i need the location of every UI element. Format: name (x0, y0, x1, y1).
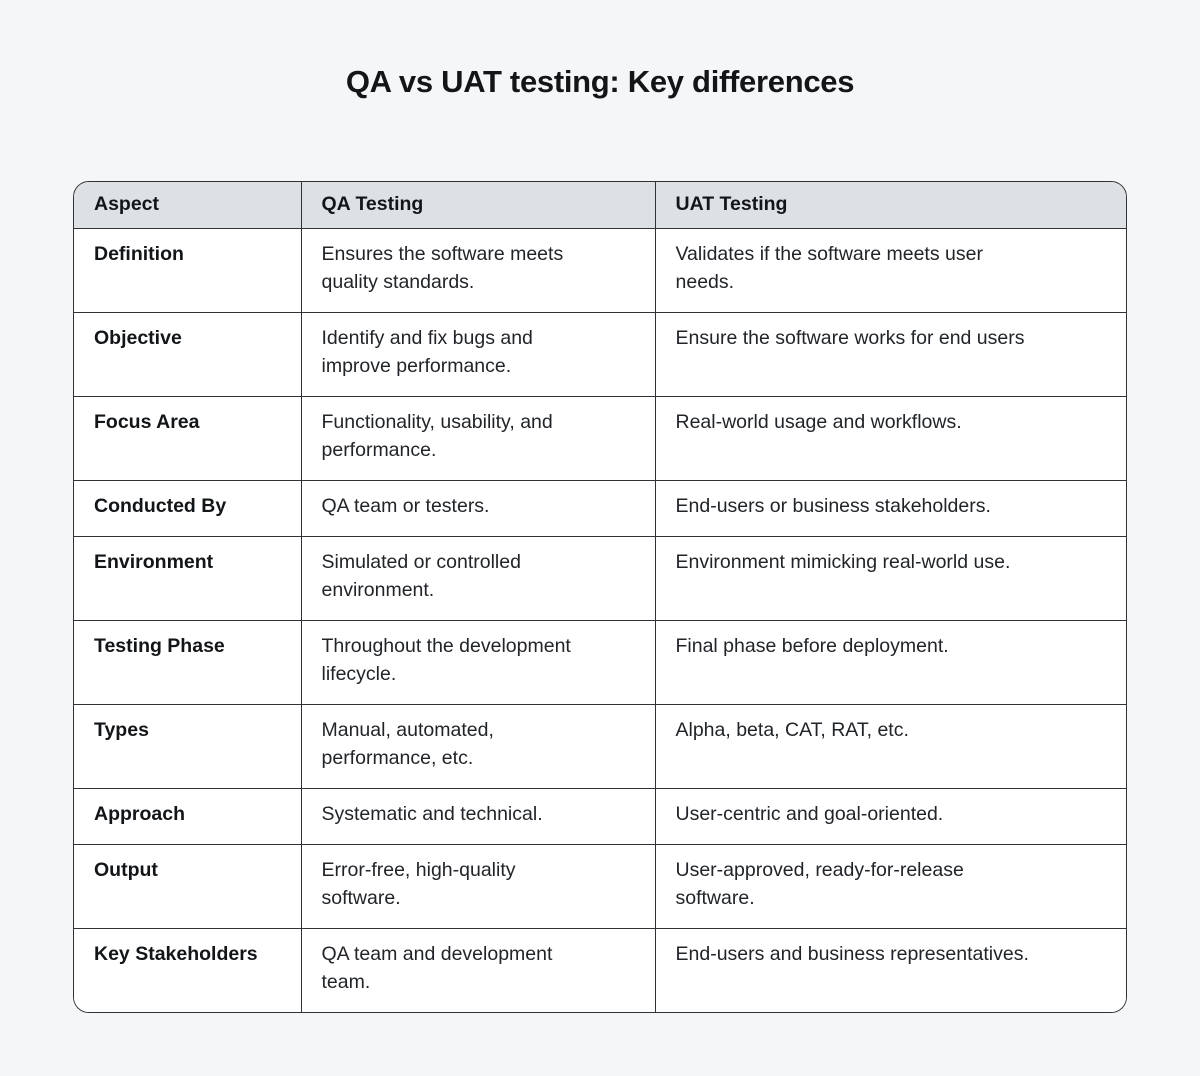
aspect-cell: Approach (74, 788, 301, 845)
qa-cell: Systematic and technical. (300, 788, 655, 845)
qa-cell: Manual, automated, performance, etc. (300, 704, 655, 789)
uat-cell: End-users and business representatives. (654, 928, 1126, 1012)
qa-cell: Functionality, usability, and performanc… (300, 396, 655, 481)
qa-cell: QA team or testers. (300, 480, 655, 537)
uat-cell: End-users or business stakeholders. (654, 480, 1126, 537)
table-row-output: Output Error-free, high-quality software… (74, 844, 1126, 929)
qa-cell: Ensures the software meets quality stand… (300, 228, 655, 313)
uat-cell: Real-world usage and workflows. (654, 396, 1126, 481)
uat-cell: Alpha, beta, CAT, RAT, etc. (654, 704, 1126, 789)
table-row-approach: Approach Systematic and technical. User-… (74, 788, 1126, 845)
uat-cell: Validates if the software meets user nee… (654, 228, 1126, 313)
column-header-uat-testing: UAT Testing (654, 182, 1126, 229)
qa-cell: QA team and development team. (300, 928, 655, 1012)
qa-cell: Identify and fix bugs and improve perfor… (300, 312, 655, 397)
aspect-cell: Definition (74, 228, 301, 313)
page-title: QA vs UAT testing: Key differences (345, 64, 855, 99)
aspect-cell: Key Stakeholders (74, 928, 301, 1012)
column-header-qa-testing: QA Testing (300, 182, 655, 229)
qa-cell: Simulated or controlled environment. (300, 536, 655, 621)
uat-cell: User-centric and goal-oriented. (654, 788, 1126, 845)
aspect-cell: Focus Area (74, 396, 301, 481)
qa-vs-uat-table: Aspect QA Testing UAT Testing Definition… (74, 182, 1126, 1012)
aspect-cell: Output (74, 844, 301, 929)
qa-cell: Error-free, high-quality software. (300, 844, 655, 929)
aspect-cell: Objective (74, 312, 301, 397)
table-row-environment: Environment Simulated or controlled envi… (74, 536, 1126, 621)
aspect-cell: Types (74, 704, 301, 789)
table-header-row: Aspect QA Testing UAT Testing (74, 182, 1126, 229)
qa-cell: Throughout the development lifecycle. (300, 620, 655, 705)
table-row-types: Types Manual, automated, performance, et… (74, 704, 1126, 789)
uat-cell: User-approved, ready-for-release softwar… (654, 844, 1126, 929)
table-row-focus-area: Focus Area Functionality, usability, and… (74, 396, 1126, 481)
uat-cell: Ensure the software works for end users (654, 312, 1126, 397)
aspect-cell: Conducted By (74, 480, 301, 537)
uat-cell: Environment mimicking real-world use. (654, 536, 1126, 621)
column-header-aspect: Aspect (74, 182, 301, 229)
table-row-conducted-by: Conducted By QA team or testers. End-use… (74, 480, 1126, 537)
comparison-table: Aspect QA Testing UAT Testing Definition… (73, 181, 1127, 1013)
aspect-cell: Environment (74, 536, 301, 621)
table-row-key-stakeholders: Key Stakeholders QA team and development… (74, 928, 1126, 1012)
table-row-definition: Definition Ensures the software meets qu… (74, 228, 1126, 313)
uat-cell: Final phase before deployment. (654, 620, 1126, 705)
aspect-cell: Testing Phase (74, 620, 301, 705)
table-row-objective: Objective Identify and fix bugs and impr… (74, 312, 1126, 397)
table-row-testing-phase: Testing Phase Throughout the development… (74, 620, 1126, 705)
